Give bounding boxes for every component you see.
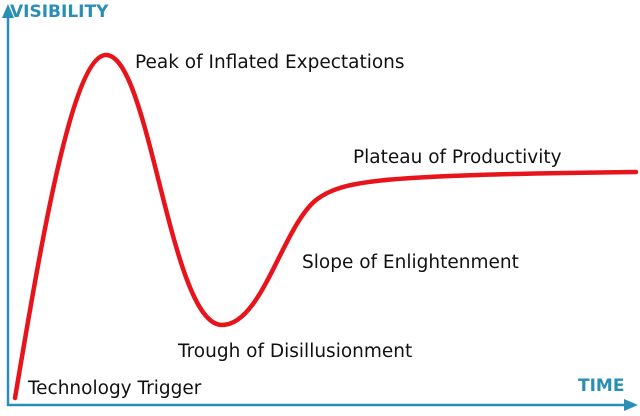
phase-label: Technology Trigger	[27, 378, 202, 399]
hype-curve	[12, 52, 639, 401]
phase-label: Plateau of Productivity	[353, 147, 562, 168]
phase-label: Trough of Disillusionment	[177, 341, 412, 362]
x-axis-label: TIME	[578, 376, 624, 396]
y-axis-arrow	[2, 4, 14, 18]
phase-label: Slope of Enlightenment	[302, 252, 519, 273]
x-axis-arrow	[624, 399, 638, 411]
phase-label: Peak of Inflated Expectations	[135, 52, 405, 73]
y-axis-label: VISIBILITY	[10, 2, 109, 22]
